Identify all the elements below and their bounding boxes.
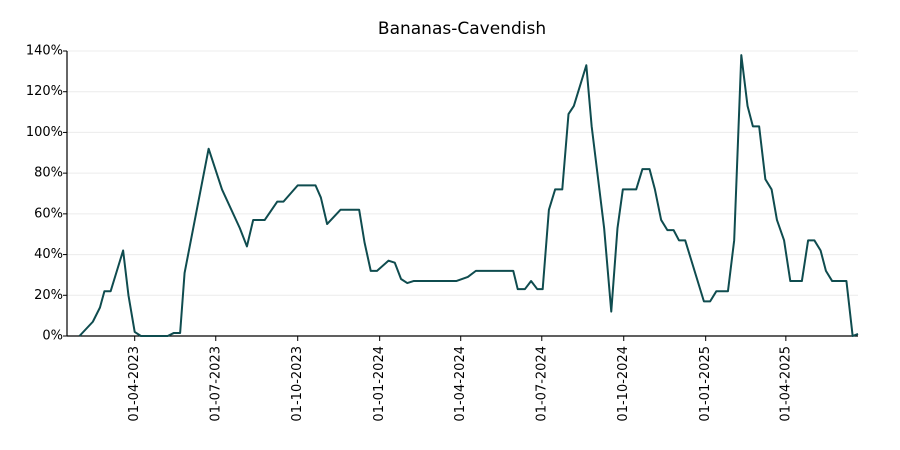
- y-tick-label: 120%: [26, 84, 63, 99]
- y-tick-label: 40%: [34, 247, 63, 262]
- x-tick-label: 01-04-2024: [453, 346, 468, 422]
- x-tick-label: 01-10-2024: [616, 346, 631, 422]
- y-tick-label: 100%: [26, 125, 63, 140]
- x-tick-label: 01-04-2025: [778, 346, 793, 422]
- x-tick-label: 01-07-2024: [534, 346, 549, 422]
- x-tick-label: 01-04-2023: [127, 346, 142, 422]
- y-tick-label: 20%: [34, 288, 63, 303]
- y-tick-label: 0%: [42, 329, 63, 344]
- line-series: [78, 54, 859, 337]
- x-tick-label: 01-10-2023: [290, 346, 305, 422]
- x-tick-label: 01-01-2025: [698, 346, 713, 422]
- y-tick-label: 60%: [34, 206, 63, 221]
- chart-title: Bananas-Cavendish: [378, 19, 546, 39]
- y-tick-label: 80%: [34, 166, 63, 181]
- y-tick-label: 140%: [26, 44, 63, 59]
- x-tick-label: 01-07-2023: [208, 346, 223, 422]
- x-tick-label: 01-01-2024: [372, 346, 387, 422]
